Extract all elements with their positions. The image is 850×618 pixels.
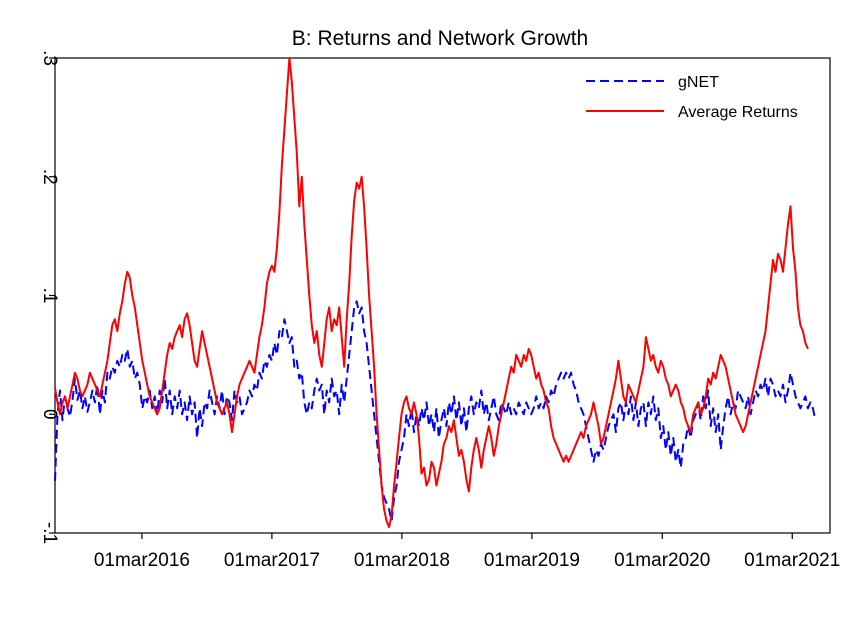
x-tick-label: 01mar2021 bbox=[744, 550, 840, 571]
series-layer bbox=[54, 57, 817, 529]
legend: gNET Average Returns bbox=[586, 74, 798, 121]
legend-label-gnet: gNET bbox=[678, 74, 719, 91]
x-tick-label: 01mar2017 bbox=[224, 550, 320, 571]
x-tick-label: 01mar2020 bbox=[614, 550, 710, 571]
y-tick-label: -.1 bbox=[39, 522, 60, 544]
x-tick-label: 01mar2016 bbox=[94, 550, 190, 571]
legend-label-average-returns: Average Returns bbox=[678, 104, 798, 121]
y-tick-label: 0 bbox=[39, 409, 60, 420]
chart-title: B: Returns and Network Growth bbox=[292, 27, 588, 50]
y-axis: -.1 0 .1 .2 .3 bbox=[39, 50, 60, 544]
y-tick-label: .1 bbox=[39, 288, 60, 304]
y-tick-label: .3 bbox=[39, 50, 60, 66]
x-tick-label: 01mar2018 bbox=[354, 550, 450, 571]
series-line-average-returns bbox=[54, 57, 809, 529]
x-axis: 01mar2016 01mar2017 01mar2018 01mar2019 01ma… bbox=[94, 533, 840, 571]
y-tick-label: .2 bbox=[39, 169, 60, 185]
x-tick-label: 01mar2019 bbox=[484, 550, 580, 571]
